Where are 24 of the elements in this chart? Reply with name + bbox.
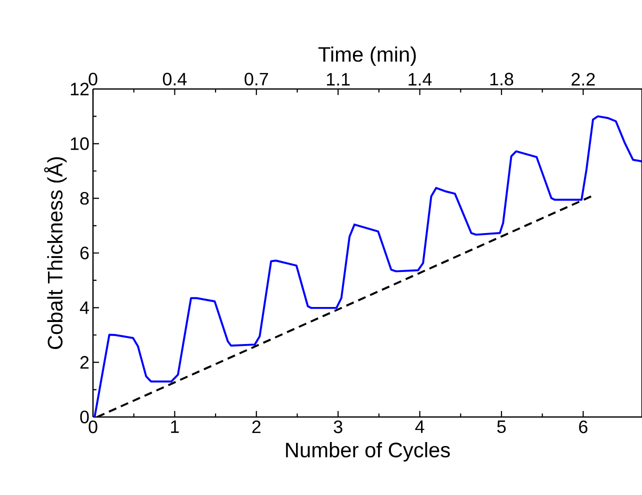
y-tick-label: 12: [70, 82, 89, 96]
y-tick-label: 2: [80, 356, 89, 369]
x-tick-label: 3: [334, 420, 342, 434]
x2-tick-label: 1.1: [326, 73, 350, 86]
x2-tick-label: 2.2: [572, 72, 595, 86]
x-tick-label: 2: [252, 420, 260, 434]
y-tick-label: 8: [80, 192, 89, 205]
y-tick-label: 4: [80, 301, 89, 314]
x-tick-label: 6: [579, 420, 588, 434]
x2-tick-label: 0.4: [162, 72, 187, 86]
x2-tick-label: 0: [88, 72, 98, 86]
x-tick-label: 5: [497, 420, 506, 434]
y-axis-title: Cobalt Thickness (Å): [44, 157, 67, 350]
x-tick-label: 4: [415, 420, 424, 433]
x2-tick-label: 1.4: [408, 73, 432, 86]
x-tick-label: 1: [171, 420, 179, 433]
y-tick-label: 6: [80, 246, 89, 260]
x2-tick-label: 1.8: [490, 72, 514, 86]
y-tick-label: 10: [70, 137, 89, 150]
x2-axis-title: Time (min): [318, 46, 416, 66]
x-axis-title: Number of Cycles: [286, 442, 450, 462]
y-tick-label: 0: [80, 410, 89, 424]
x2-tick-label: 0.7: [244, 72, 268, 86]
x-tick-label: 0: [88, 420, 98, 434]
